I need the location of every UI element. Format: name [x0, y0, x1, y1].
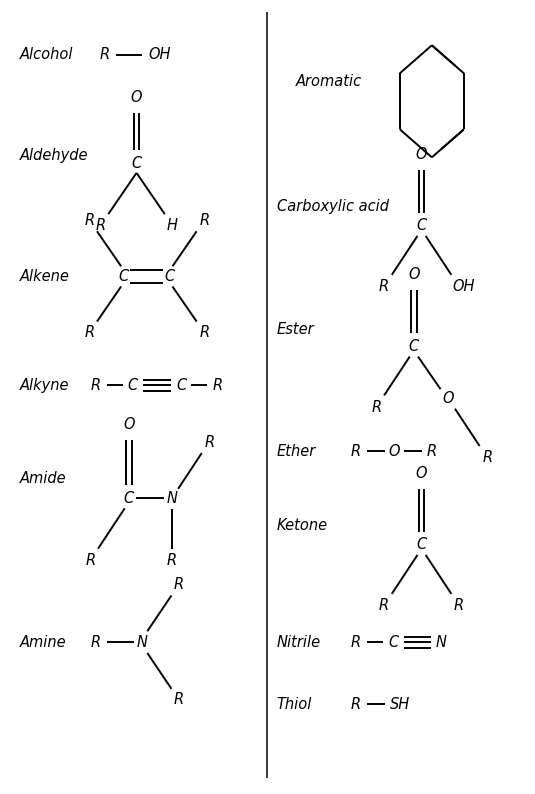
Text: O: O: [388, 444, 400, 459]
Text: C: C: [176, 378, 186, 393]
Text: R: R: [212, 378, 223, 393]
Text: R: R: [351, 634, 361, 649]
Text: R: R: [167, 553, 177, 568]
Text: R: R: [204, 434, 215, 449]
Text: R: R: [379, 598, 389, 613]
Text: OH: OH: [453, 279, 475, 294]
Text: Alcohol: Alcohol: [20, 47, 73, 62]
Text: Carboxylic acid: Carboxylic acid: [277, 198, 389, 214]
Text: Aromatic: Aromatic: [296, 75, 362, 90]
Text: R: R: [90, 634, 101, 649]
Text: Ether: Ether: [277, 444, 316, 459]
Text: O: O: [408, 268, 419, 283]
Text: R: R: [96, 218, 105, 233]
Text: Nitrile: Nitrile: [277, 634, 321, 649]
Text: C: C: [416, 538, 427, 553]
Text: C: C: [416, 218, 427, 233]
Text: SH: SH: [390, 697, 410, 712]
Text: Amide: Amide: [20, 471, 66, 486]
Text: Aldehyde: Aldehyde: [20, 148, 88, 164]
Text: N: N: [136, 634, 147, 649]
Text: C: C: [409, 339, 419, 354]
Text: O: O: [131, 90, 142, 105]
Text: R: R: [174, 577, 184, 592]
Text: C: C: [119, 269, 129, 284]
Text: N: N: [435, 634, 447, 649]
Text: C: C: [132, 156, 142, 171]
Text: Alkene: Alkene: [20, 269, 70, 284]
Text: OH: OH: [148, 47, 171, 62]
Text: O: O: [416, 147, 427, 162]
Text: Ester: Ester: [277, 322, 315, 337]
Text: R: R: [84, 325, 94, 340]
Text: R: R: [371, 399, 381, 414]
Text: R: R: [199, 213, 209, 228]
Text: O: O: [123, 417, 135, 432]
Text: O: O: [442, 391, 454, 406]
Text: R: R: [482, 450, 492, 465]
Text: Alkyne: Alkyne: [20, 378, 70, 393]
Text: Thiol: Thiol: [277, 697, 312, 712]
Text: R: R: [174, 692, 184, 707]
Text: R: R: [99, 47, 109, 62]
Text: R: R: [351, 697, 361, 712]
Text: O: O: [416, 466, 427, 480]
Text: C: C: [124, 491, 134, 506]
Text: R: R: [379, 279, 389, 294]
Text: H: H: [167, 218, 178, 233]
Text: R: R: [351, 444, 361, 459]
Text: R: R: [85, 553, 95, 568]
Text: C: C: [165, 269, 175, 284]
Text: R: R: [199, 325, 209, 340]
Text: N: N: [166, 491, 178, 506]
Text: R: R: [84, 213, 94, 228]
Text: C: C: [388, 634, 399, 649]
Text: C: C: [128, 378, 138, 393]
Text: R: R: [90, 378, 101, 393]
Text: Ketone: Ketone: [277, 518, 328, 533]
Text: R: R: [427, 444, 437, 459]
Text: R: R: [454, 598, 464, 613]
Text: Amine: Amine: [20, 634, 66, 649]
